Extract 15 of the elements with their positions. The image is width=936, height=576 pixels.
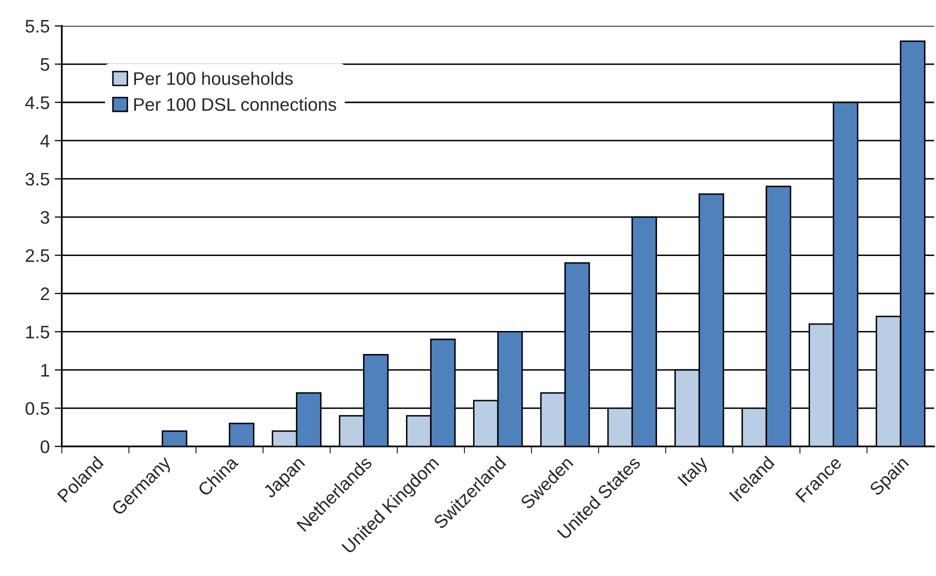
legend-label: Per 100 households xyxy=(134,72,293,85)
y-tick-label: 0 xyxy=(40,440,50,454)
y-tick-label: 4.5 xyxy=(25,96,50,110)
y-tick-label: 5 xyxy=(40,58,50,71)
y-tick-label: 2 xyxy=(40,287,50,300)
y-tick-label: 4 xyxy=(40,134,50,148)
y-tick-label: 5.5 xyxy=(26,20,50,33)
y-tick-label: 0.5 xyxy=(26,402,50,415)
y-tick-label: 3.5 xyxy=(26,172,50,186)
y-tick-label: 2.5 xyxy=(26,249,50,262)
legend-label: Per 100 DSL connections xyxy=(134,98,336,111)
y-tick-label: 3 xyxy=(40,210,50,224)
y-tick-label: 1 xyxy=(41,364,50,376)
x-tick-label: Italy xyxy=(677,454,712,489)
y-tick-label: 1.5 xyxy=(26,326,50,338)
